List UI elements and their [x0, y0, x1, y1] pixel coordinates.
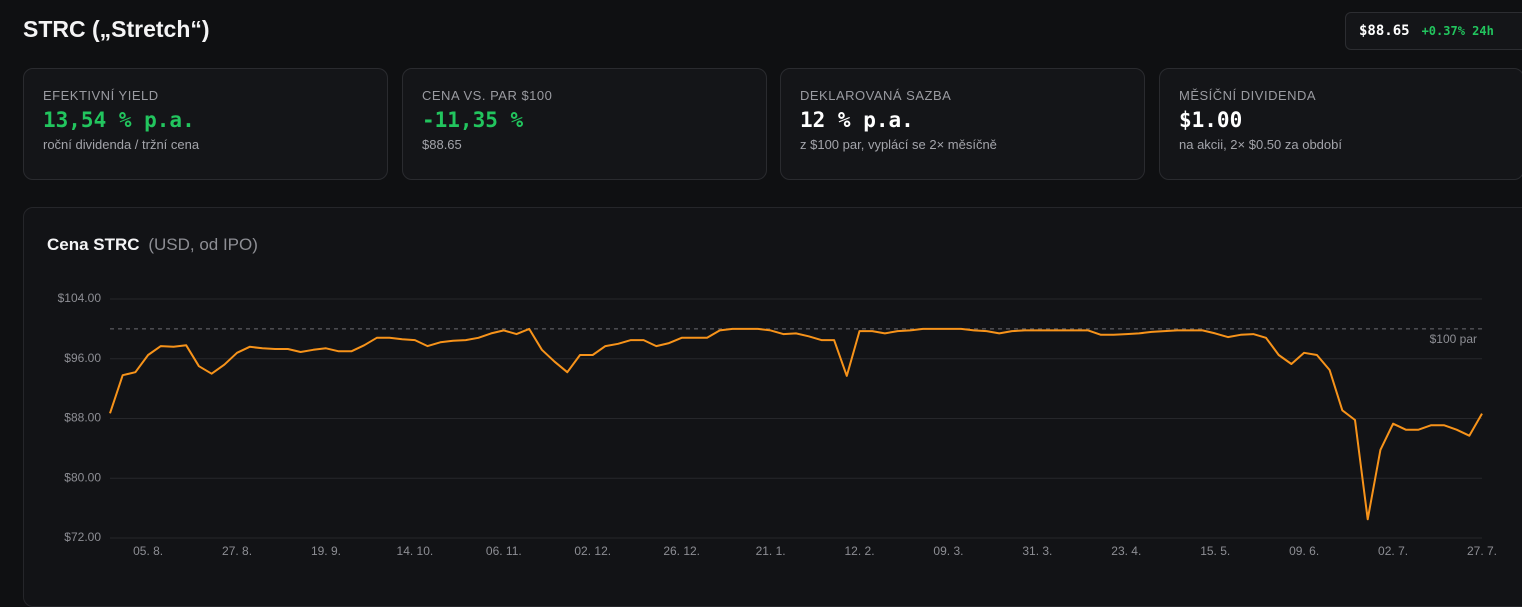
y-tick-label: $88.00: [64, 411, 101, 425]
stat-card: MĚSÍČNÍ DIVIDENDA $1.00 na akcii, 2× $0.…: [1159, 68, 1522, 180]
x-tick-label: 15. 5.: [1200, 544, 1230, 558]
y-tick-label: $104.00: [58, 291, 102, 305]
x-tick-label: 23. 4.: [1111, 544, 1141, 558]
chart-subtitle: (USD, od IPO): [148, 235, 258, 254]
card-value: -11,35 %: [422, 108, 524, 132]
price-line: [109, 327, 1483, 521]
x-tick-label: 06. 11.: [486, 544, 522, 558]
card-label: EFEKTIVNÍ YIELD: [43, 88, 159, 103]
card-label: MĚSÍČNÍ DIVIDENDA: [1179, 88, 1317, 103]
card-note: na akcii, 2× $0.50 za období: [1179, 137, 1342, 152]
x-tick-label: 02. 7.: [1378, 544, 1408, 558]
reference-label: $100 par: [1430, 332, 1477, 346]
chart: Cena STRC (USD, od IPO) $72.00 $80.00 $88.…: [47, 235, 1497, 558]
page-title: STRC („Stretch“): [23, 16, 210, 42]
x-tick-label: 26. 12.: [663, 544, 700, 558]
x-tick-label: 19. 9.: [311, 544, 341, 558]
price: $88.65: [1359, 23, 1410, 39]
price-badge: $88.65 +0.37% 24h: [1345, 12, 1522, 50]
card-label: DEKLAROVANÁ SAZBA: [800, 88, 952, 103]
card-label: CENA VS. PAR $100: [422, 88, 553, 103]
chart-panel: [23, 207, 1522, 607]
x-tick-label: 14. 10.: [397, 544, 434, 558]
card-value: 12 % p.a.: [800, 108, 914, 132]
y-tick-label: $96.00: [64, 351, 101, 365]
chart-title: Cena STRC: [47, 235, 140, 254]
x-tick-label: 05. 8.: [133, 544, 163, 558]
page: {"header":{"title":"STRC („Stretch“)","p…: [23, 12, 1522, 607]
stat-card: DEKLAROVANÁ SAZBA 12 % p.a. z $100 par, …: [780, 68, 1145, 180]
chart-heading: Cena STRC (USD, od IPO): [47, 235, 258, 254]
x-tick-label: 27. 8.: [222, 544, 252, 558]
x-tick-label: 21. 1.: [756, 544, 786, 558]
x-tick-label: 31. 3.: [1022, 544, 1052, 558]
price-change: +0.37% 24h: [1421, 24, 1494, 38]
card-value: 13,54 % p.a.: [43, 108, 195, 132]
y-tick-label: $80.00: [64, 470, 101, 484]
x-tick-label: 02. 12.: [574, 544, 611, 558]
x-tick-label: 09. 3.: [933, 544, 963, 558]
card-note: $88.65: [422, 137, 462, 152]
stat-card: CENA VS. PAR $100 -11,35 % $88.65: [402, 68, 767, 180]
card-note: z $100 par, vyplácí se 2× měsíčně: [800, 137, 997, 152]
x-tick-label: 27. 7.: [1467, 544, 1497, 558]
x-tick-label: 09. 6.: [1289, 544, 1319, 558]
y-tick-label: $72.00: [64, 530, 101, 544]
card-note: roční dividenda / tržní cena: [43, 137, 200, 152]
card-value: $1.00: [1179, 108, 1243, 132]
stat-card: EFEKTIVNÍ YIELD 13,54 % p.a. roční divid…: [23, 68, 388, 180]
x-tick-label: 12. 2.: [845, 544, 875, 558]
